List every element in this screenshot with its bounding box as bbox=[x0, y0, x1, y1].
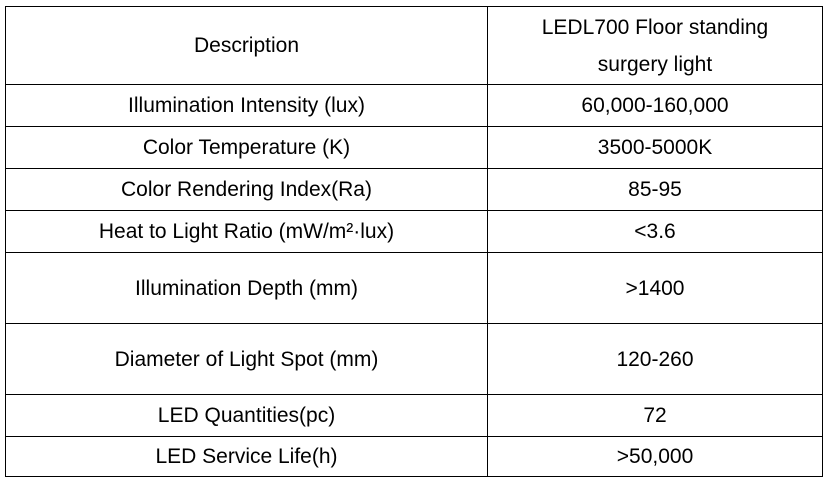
table-row: Illumination Intensity (lux) 60,000-160,… bbox=[5, 84, 823, 127]
product-header-line-2: surgery light bbox=[597, 52, 713, 76]
table-row: Color Rendering Index(Ra) 85-95 bbox=[5, 168, 823, 211]
table-row: Heat to Light Ratio (mW/m²·lux) <3.6 bbox=[5, 210, 823, 253]
table-header-row: Description LEDL700 Floor standing surge… bbox=[5, 6, 823, 85]
table-row: Color Temperature (K) 3500-5000K bbox=[5, 126, 823, 169]
table-row: LED Quantities(pc) 72 bbox=[5, 394, 823, 437]
row-label: Illumination Intensity (lux) bbox=[5, 84, 488, 127]
row-label: Heat to Light Ratio (mW/m²·lux) bbox=[5, 210, 488, 253]
row-value: 72 bbox=[487, 394, 823, 437]
product-header-line-1: LEDL700 Floor standing bbox=[541, 15, 769, 39]
row-value: 120-260 bbox=[487, 323, 823, 395]
row-label: Color Rendering Index(Ra) bbox=[5, 168, 488, 211]
table-row: LED Service Life(h) >50,000 bbox=[5, 436, 823, 477]
row-value: >50,000 bbox=[487, 436, 823, 477]
row-label: LED Quantities(pc) bbox=[5, 394, 488, 437]
row-value: 3500-5000K bbox=[487, 126, 823, 169]
product-header: LEDL700 Floor standing surgery light bbox=[487, 6, 823, 85]
row-label: Illumination Depth (mm) bbox=[5, 252, 488, 324]
table-row: Diameter of Light Spot (mm) 120-260 bbox=[5, 323, 823, 395]
row-value: <3.6 bbox=[487, 210, 823, 253]
row-value: 85-95 bbox=[487, 168, 823, 211]
row-value: >1400 bbox=[487, 252, 823, 324]
description-header: Description bbox=[5, 6, 488, 85]
row-label: LED Service Life(h) bbox=[5, 436, 488, 477]
table-row: Illumination Depth (mm) >1400 bbox=[5, 252, 823, 324]
row-label: Diameter of Light Spot (mm) bbox=[5, 323, 488, 395]
spec-table: Description LEDL700 Floor standing surge… bbox=[5, 6, 823, 477]
row-value: 60,000-160,000 bbox=[487, 84, 823, 127]
row-label: Color Temperature (K) bbox=[5, 126, 488, 169]
